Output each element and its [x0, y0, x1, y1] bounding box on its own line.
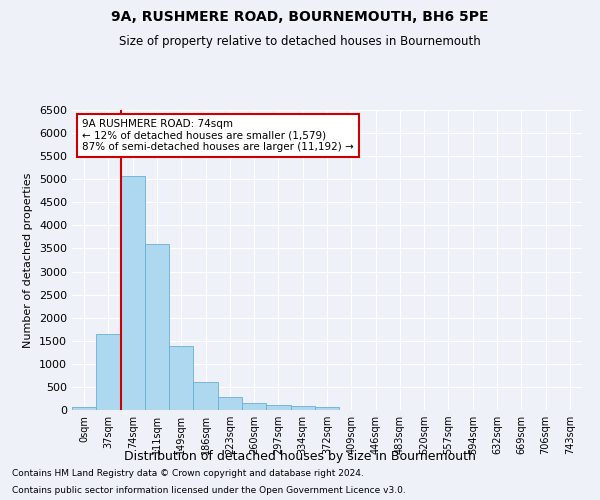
- Text: Distribution of detached houses by size in Bournemouth: Distribution of detached houses by size …: [124, 450, 476, 463]
- Bar: [169, 346, 193, 410]
- Bar: [218, 396, 242, 410]
- Bar: [96, 334, 121, 410]
- Bar: [266, 405, 290, 410]
- Bar: [315, 407, 339, 410]
- Bar: [145, 244, 169, 410]
- Text: Contains HM Land Registry data © Crown copyright and database right 2024.: Contains HM Land Registry data © Crown c…: [12, 468, 364, 477]
- Bar: [290, 406, 315, 410]
- Y-axis label: Number of detached properties: Number of detached properties: [23, 172, 34, 348]
- Text: 9A, RUSHMERE ROAD, BOURNEMOUTH, BH6 5PE: 9A, RUSHMERE ROAD, BOURNEMOUTH, BH6 5PE: [111, 10, 489, 24]
- Bar: [121, 176, 145, 410]
- Bar: [242, 403, 266, 410]
- Bar: [193, 382, 218, 410]
- Bar: [72, 407, 96, 410]
- Text: Contains public sector information licensed under the Open Government Licence v3: Contains public sector information licen…: [12, 486, 406, 495]
- Text: 9A RUSHMERE ROAD: 74sqm
← 12% of detached houses are smaller (1,579)
87% of semi: 9A RUSHMERE ROAD: 74sqm ← 12% of detache…: [82, 119, 354, 152]
- Text: Size of property relative to detached houses in Bournemouth: Size of property relative to detached ho…: [119, 35, 481, 48]
